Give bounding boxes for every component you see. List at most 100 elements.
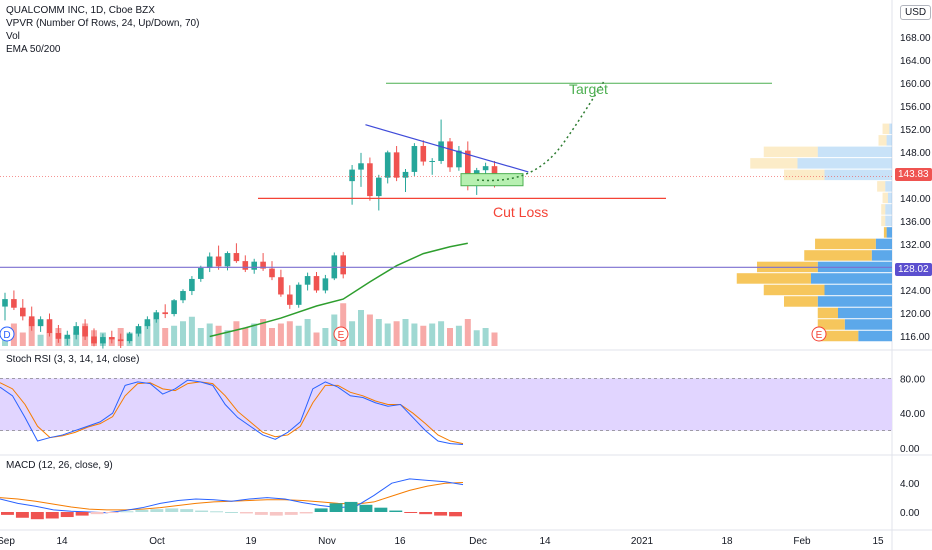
volume-bar (37, 334, 44, 346)
dividend-marker-label: D (3, 330, 10, 341)
profile-row-down (824, 284, 892, 296)
earnings-marker (811, 326, 827, 342)
macd-histogram-bar (195, 510, 209, 512)
volume-bar (162, 328, 169, 346)
macd-histogram-bar (225, 512, 238, 513)
volume-bar (277, 323, 284, 346)
candle-body (215, 256, 222, 267)
cut-loss-annotation: Cut Loss (493, 204, 549, 220)
macd-histogram-bar (75, 512, 89, 516)
volume-bar (224, 330, 231, 346)
rsi-tick: 0.00 (900, 444, 920, 455)
profile-row-up (877, 181, 886, 192)
volume-bar (269, 328, 275, 346)
time-tick: Dec (469, 536, 487, 547)
ema-legend[interactable]: EMA 50/200 (6, 44, 61, 55)
time-tick: Oct (149, 536, 165, 547)
profile-row-up (784, 296, 818, 307)
macd-histogram-bar (419, 512, 433, 515)
candle-body (117, 339, 124, 342)
volume-bar (375, 319, 382, 346)
candle-body (349, 169, 355, 182)
candle-body (91, 336, 97, 344)
time-tick: Sep (0, 536, 15, 547)
profile-row-up (763, 284, 825, 296)
profile-row-down (885, 181, 892, 192)
rsi-band (0, 378, 892, 431)
candle-body (73, 326, 79, 335)
volume-bar (135, 330, 142, 346)
candle-body (295, 284, 302, 305)
volume-bar (215, 325, 222, 346)
profile-row-up (883, 227, 887, 238)
volume-bar (144, 323, 151, 346)
candle-body (287, 294, 293, 305)
candle-body (260, 261, 266, 269)
macd-histogram-bar (449, 512, 462, 517)
macd-histogram-bar (120, 511, 134, 513)
macd-histogram-bar (359, 504, 373, 512)
macd-histogram-bar (210, 511, 224, 513)
price-tick: 168.00 (900, 33, 931, 44)
profile-row-up (882, 192, 888, 204)
rsi-tick: 40.00 (900, 409, 925, 420)
profile-row-up (878, 135, 887, 146)
profile-row-down (797, 158, 892, 169)
candle-body (2, 299, 8, 307)
profile-row-down (871, 250, 892, 261)
macd-histogram-bar (344, 501, 358, 512)
symbol-title[interactable]: QUALCOMM INC, 1D, Cboe BZX (6, 5, 155, 16)
profile-row-up (736, 273, 811, 284)
macd-histogram-bar (404, 512, 418, 513)
candle-body (37, 319, 44, 327)
candle-body (198, 268, 204, 279)
candle-body (447, 141, 453, 168)
time-tick: 2021 (631, 536, 654, 547)
volume-bar (46, 332, 53, 346)
price-tick: 160.00 (900, 79, 931, 90)
time-tick: 18 (721, 536, 733, 547)
macd-label[interactable]: MACD (12, 26, close, 9) (6, 460, 113, 471)
candle-body (384, 152, 391, 178)
volume-bar (286, 321, 293, 346)
macd-histogram-bar (254, 512, 268, 515)
volume-bar (491, 332, 498, 346)
volume-bar (153, 319, 160, 346)
rsi-tick: 80.00 (900, 374, 925, 385)
macd-histogram-bar (329, 503, 343, 512)
macd-histogram-bar (60, 512, 74, 518)
price-tick: 156.00 (900, 102, 931, 113)
candle-body (180, 291, 186, 301)
candle-body (376, 177, 382, 197)
profile-row-up (815, 238, 876, 250)
candle-body (28, 316, 35, 327)
volume-bar (295, 325, 302, 346)
candle-body (64, 334, 71, 339)
vol-legend[interactable]: Vol (6, 31, 20, 42)
macd-histogram-bar (150, 509, 164, 512)
vpvr-legend[interactable]: VPVR (Number Of Rows, 24, Up/Down, 70) (6, 18, 200, 29)
profile-row-down (811, 273, 892, 284)
chart-legend: QUALCOMM INC, 1D, Cboe BZX VPVR (Number … (6, 4, 199, 56)
candle-body (189, 278, 195, 292)
price-tick: 164.00 (900, 56, 931, 67)
stoch-rsi-label[interactable]: Stoch RSI (3, 3, 14, 14, close) (6, 354, 140, 365)
candle-body (82, 326, 88, 337)
price-tick: 136.00 (900, 217, 931, 228)
profile-row-up (881, 204, 886, 215)
candle-body (224, 253, 231, 267)
profile-row-up (881, 215, 886, 227)
candle-body (482, 166, 489, 171)
profile-row-up (804, 250, 872, 261)
candle-body (313, 276, 320, 291)
candle-body (20, 307, 26, 317)
macd-histogram-bar (284, 512, 298, 515)
time-tick: Feb (793, 536, 811, 547)
profile-row-up (784, 169, 825, 181)
currency-selector[interactable]: USD (900, 5, 932, 20)
volume-bar (260, 319, 267, 346)
volume-bar (349, 321, 356, 346)
candle-body (420, 146, 427, 162)
